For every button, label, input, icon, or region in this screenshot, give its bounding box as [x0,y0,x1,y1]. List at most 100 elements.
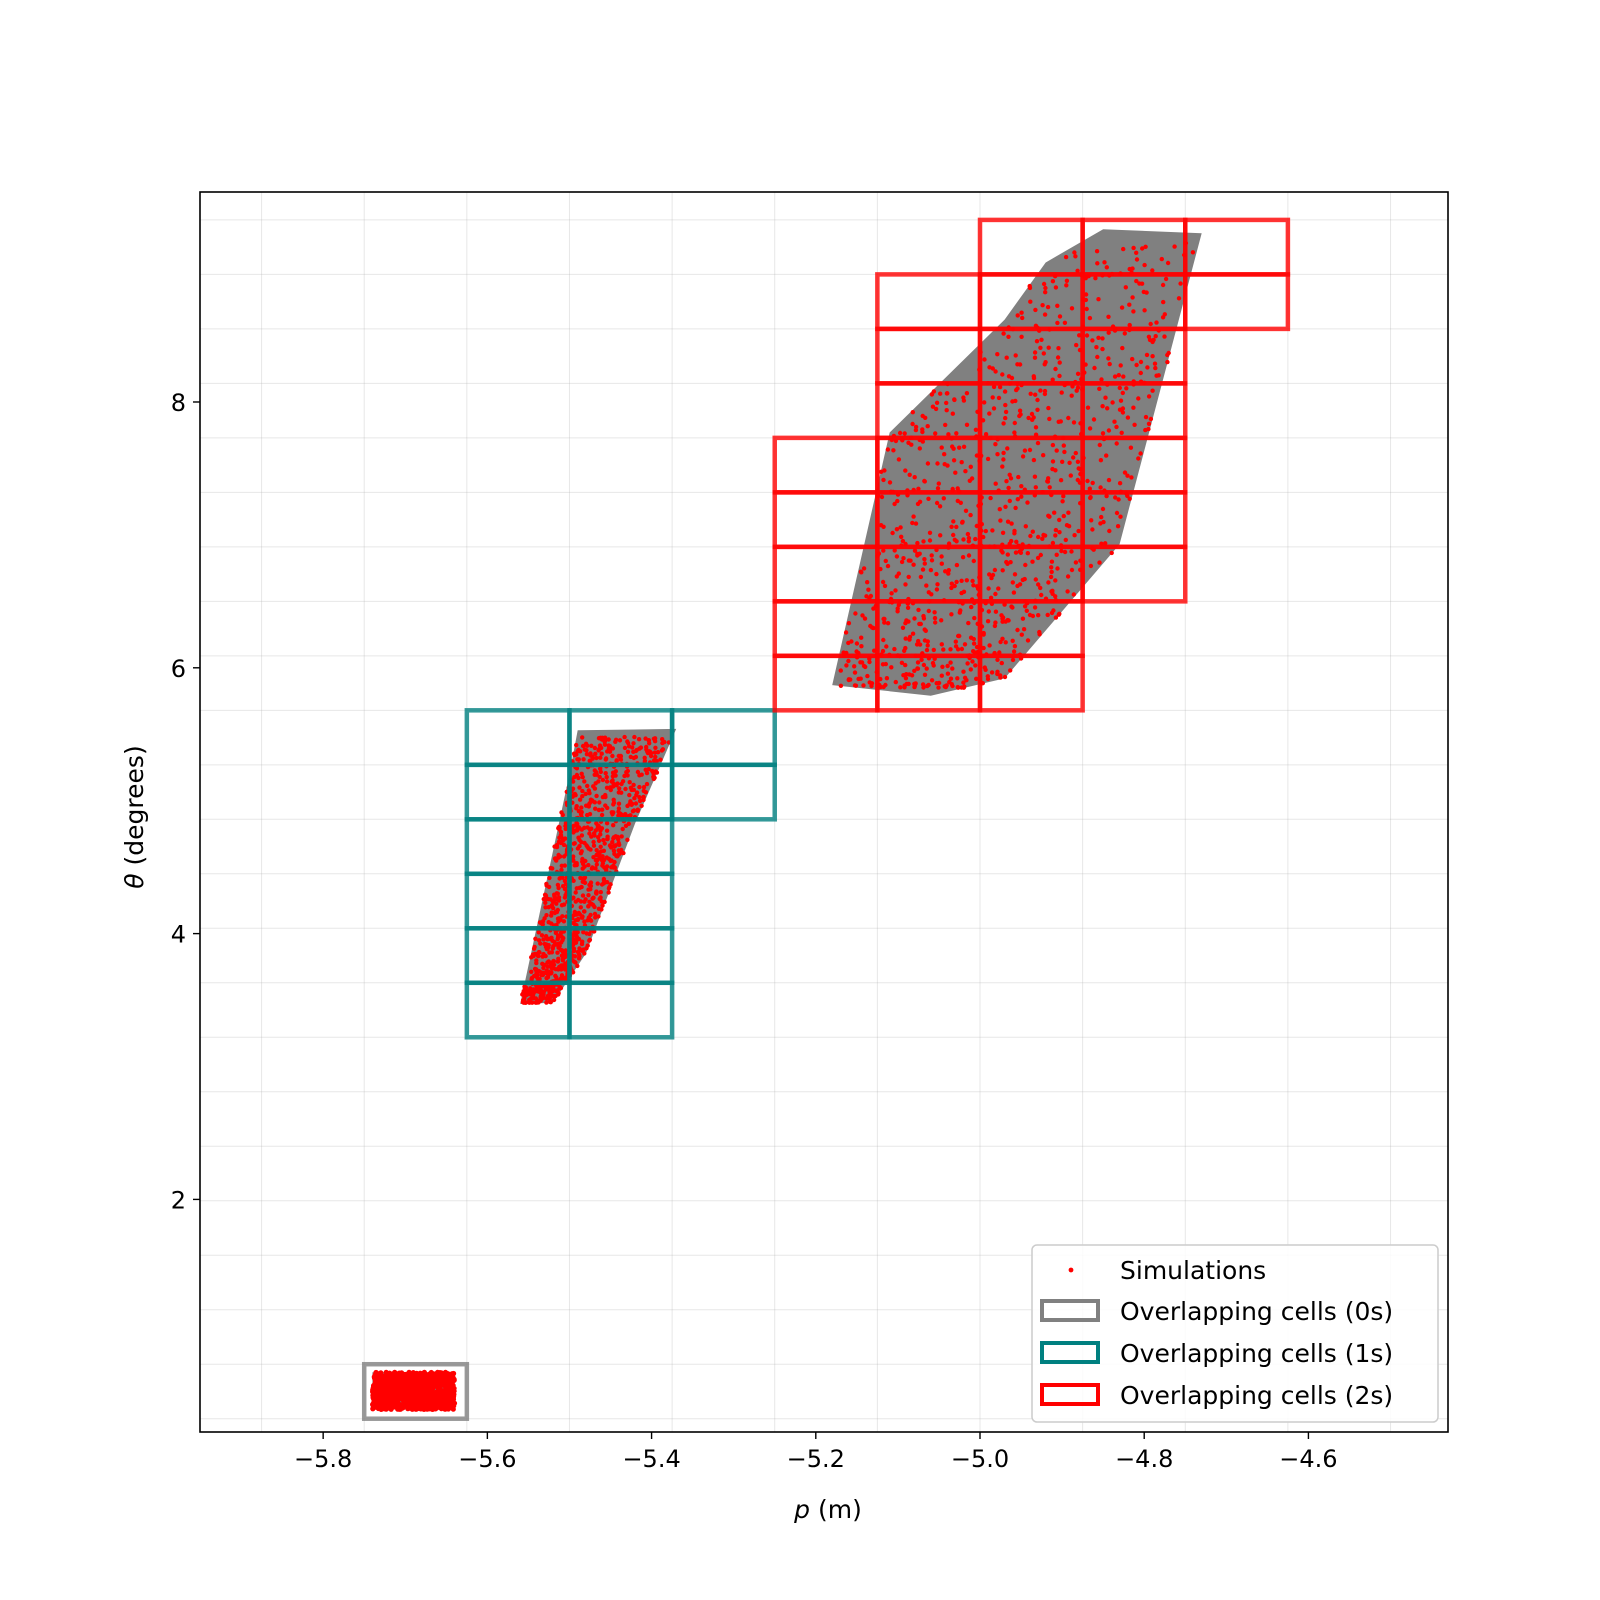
simulation-point [948,660,953,665]
simulation-point [590,896,595,901]
simulation-point [1073,560,1079,565]
simulation-point [1118,398,1124,403]
simulation-point [1033,577,1039,582]
simulation-point [405,1397,411,1403]
simulation-point [1038,585,1043,591]
simulation-point [594,862,599,867]
simulation-point [945,663,950,669]
simulation-point [897,430,903,436]
simulation-point [1018,550,1024,555]
simulation-point [380,1384,386,1390]
simulation-point [1118,514,1123,519]
simulation-point [931,647,936,653]
simulation-point [616,840,621,846]
simulation-point [995,657,1000,662]
simulation-point [578,905,583,910]
simulation-point [641,785,647,790]
simulation-point [631,808,637,813]
simulation-point [1151,337,1156,343]
simulation-point [1075,459,1081,464]
simulation-point [1046,345,1051,350]
simulation-point [583,897,588,902]
simulation-point [1147,337,1153,343]
simulation-point [1127,496,1132,501]
simulation-point [929,678,935,683]
simulation-point [589,826,594,831]
simulation-point [1128,445,1134,450]
simulation-point [602,865,607,870]
simulation-point [1161,299,1166,305]
simulation-point [618,757,624,762]
simulation-point [585,743,590,748]
simulation-point [981,645,986,651]
simulation-point [554,909,560,915]
simulation-point [903,636,908,641]
simulation-point [641,788,646,794]
simulation-point [1000,530,1006,535]
simulation-point [1076,528,1081,534]
simulation-point [580,866,585,871]
simulation-point [987,411,992,416]
simulation-point [600,903,605,908]
simulation-point [929,558,935,563]
simulation-point [580,794,585,799]
simulation-point [1033,425,1039,430]
simulation-point [948,676,954,681]
simulation-point [1112,374,1118,379]
simulation-point [588,751,593,756]
simulation-point [1142,262,1147,268]
simulation-point [589,866,595,871]
simulation-point [559,863,564,868]
y-axis-label-unit: (degrees) [120,745,149,873]
simulation-point [879,494,885,500]
simulation-point [1050,459,1056,464]
simulation-point [913,521,919,526]
simulation-point [1099,377,1104,382]
simulation-point [1035,440,1041,446]
simulation-point [1143,414,1149,420]
simulation-point [920,682,926,687]
simulation-point [1054,552,1059,557]
simulation-point [574,772,580,778]
simulation-point [1010,580,1015,585]
simulation-point [859,660,865,665]
simulation-point [971,583,976,588]
simulation-point [554,891,559,896]
simulation-point [1084,306,1089,312]
simulation-point [1166,350,1171,356]
simulation-point [960,520,965,525]
simulation-point [907,672,912,677]
simulation-point [550,938,555,943]
simulation-point [915,660,921,665]
simulation-point [936,685,941,690]
simulation-point [967,478,972,483]
simulation-point [990,395,995,400]
simulation-point [1134,362,1139,368]
cell-2 [1183,217,1291,277]
simulation-point [1120,390,1126,396]
simulation-point [429,1385,435,1391]
simulation-point [1125,493,1130,499]
simulation-point [928,567,934,573]
simulation-point [625,768,630,774]
simulation-point [969,604,974,610]
simulation-point [1007,498,1012,504]
simulation-point [1116,373,1122,378]
simulation-point [606,890,611,895]
simulation-point [1009,521,1014,526]
simulation-point [981,630,986,636]
simulation-point [1064,278,1070,283]
simulation-point [538,941,543,946]
simulation-point [579,771,584,776]
simulation-point [608,844,613,849]
simulation-point [950,486,955,492]
simulation-point [450,1398,456,1404]
simulation-point [443,1405,449,1411]
simulation-point [1146,421,1152,426]
simulation-point [383,1369,389,1375]
simulation-point [1097,386,1102,391]
simulation-point [604,774,609,780]
simulation-point [882,583,888,589]
simulation-point [893,588,898,593]
